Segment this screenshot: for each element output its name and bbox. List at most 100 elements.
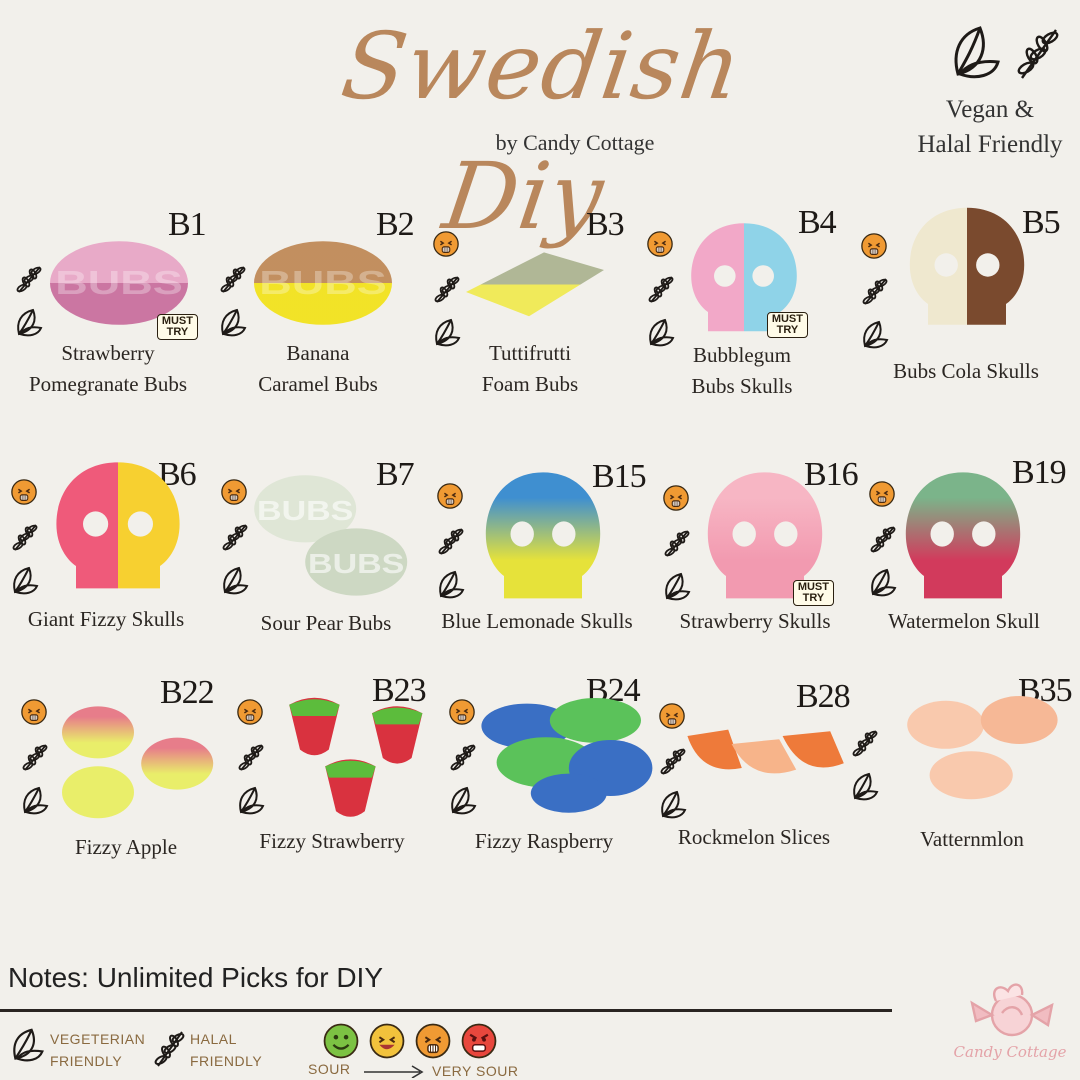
candy-picture [48,454,188,594]
sour-face-icon [449,699,475,725]
sour-face-icon [861,233,887,259]
sour-face-icon [237,699,263,725]
leaf-icon [221,308,247,337]
candy-picture [902,200,1032,330]
leaf-icon [954,26,1000,79]
candy-code: B5 [1022,204,1061,241]
candy-card-b19: B19 Watermelon Skull [868,450,1078,670]
candy-picture [684,712,854,792]
candy-card-b4: B4 MUST TRY Bubblegum Bubs Skulls [644,200,854,420]
wheat-icon [434,276,460,303]
candy-name-line1: Watermelon Skull [888,609,1040,633]
svg-text:BUBS: BUBS [257,495,353,526]
diet-badges [448,698,478,830]
diet-badges [850,728,880,816]
wheat-icon [22,744,48,771]
diet-badges [220,478,250,610]
stamp-line1: MUST [771,313,803,325]
candy-picture [898,464,1028,604]
diet-badges [20,698,50,830]
legend: VEGETERIAN FRIENDLY HALAL FRIENDLY SOUR … [0,1020,900,1080]
candy-illustration: BUBS [254,241,392,325]
candy-picture: BUBS [248,228,398,338]
candy-name: Tuttifrutti Foam Bubs [430,338,630,400]
wheat-icon [852,730,878,757]
candy-name: Strawberry Pomegranate Bubs [8,338,208,400]
leaf-icon [439,570,465,599]
diet-badges [432,230,462,362]
candy-illustration [56,462,180,589]
leaf-icon [13,566,39,595]
wheat-icon [870,526,896,553]
candy-illustration [485,472,601,599]
diet-badges [436,482,466,614]
arrow-right-icon [364,1065,424,1078]
candy-code: B19 [1012,454,1067,491]
diet-badges [662,484,692,616]
sour-face-icon [659,703,685,729]
wheat-icon [450,744,476,771]
leaf-icon [435,318,461,347]
candy-name-line1: Vatternmlon [920,827,1024,851]
candy-card-b23: B23 Fizzy Strawberry [234,670,444,890]
leaf-icon [661,790,687,819]
candy-name: Rockmelon Slices [656,822,852,853]
sour-face-icon [433,231,459,257]
sour-level-2-icon [368,1022,406,1064]
brand-name: Candy Cottage [953,1043,1067,1061]
wheat-icon [154,1031,185,1067]
wheat-icon [222,524,248,551]
stamp-line2: TRY [802,592,825,604]
sour-level-3-icon [414,1022,452,1064]
wheat-icon [1017,29,1059,79]
diet-badges [218,264,248,352]
legend-veg-line1: VEGETERIAN [50,1031,146,1047]
sour-face-icon [647,231,673,257]
candy-card-b35: B35 Vatternmlon [852,670,1080,890]
candy-card-b24: B24 Fizzy Raspberry [446,670,656,890]
candy-illustration [905,472,1021,599]
candy-illustration [909,207,1025,325]
stamp-line2: TRY [166,326,189,338]
candy-code: B7 [376,456,415,493]
diet-badges [14,264,44,352]
candy-logo-icon [970,983,1054,1037]
wheat-icon [648,276,674,303]
wheat-icon [238,744,264,771]
candy-picture [478,464,608,604]
candy-code: B3 [586,206,625,243]
candy-picture: BUBS MUST TRY [44,228,198,340]
candy-card-b6: B6 Giant Fizzy Skulls [8,450,218,670]
candy-name: Fizzy Raspberry [446,826,642,857]
candy-code: B22 [160,674,215,711]
svg-text:BUBS: BUBS [308,548,404,579]
candy-code: B15 [592,458,647,495]
scale-label-very-sour: VERY SOUR [432,1063,519,1079]
candy-picture: MUST TRY [700,464,834,606]
svg-text:BUBS: BUBS [55,265,182,302]
sour-face-icon [437,483,463,509]
candy-card-b2: B2 BUBS Banana Caramel Bubs [218,200,428,420]
candy-code: B23 [372,672,427,709]
candy-name: Fizzy Strawberry [234,826,430,857]
scale-label-sour: SOUR [308,1061,351,1077]
sour-face-icon [21,699,47,725]
candy-name: Giant Fizzy Skulls [8,604,204,635]
candy-code: B28 [796,678,851,715]
notes: Notes: Unlimited Picks for DIY [8,962,383,993]
candy-illustration [62,706,214,819]
candy-name: Banana Caramel Bubs [218,338,418,400]
candy-picture [470,684,660,824]
diet-badges [658,702,688,834]
vegan-halal-icons [954,26,1059,79]
badge-line-halal: Halal Friendly [917,131,1063,158]
candy-name: Sour Pear Bubs [218,608,434,639]
stamp-line1: MUST [161,315,193,327]
candy-code: B4 [798,204,837,241]
page-title: Swedish Diy [335,13,749,250]
stamp-line1: MUST [797,581,829,593]
wheat-icon [438,528,464,555]
diet-badges [236,698,266,830]
stamp-line2: TRY [776,324,799,336]
candy-picture: BUBS BUBS [244,464,414,604]
